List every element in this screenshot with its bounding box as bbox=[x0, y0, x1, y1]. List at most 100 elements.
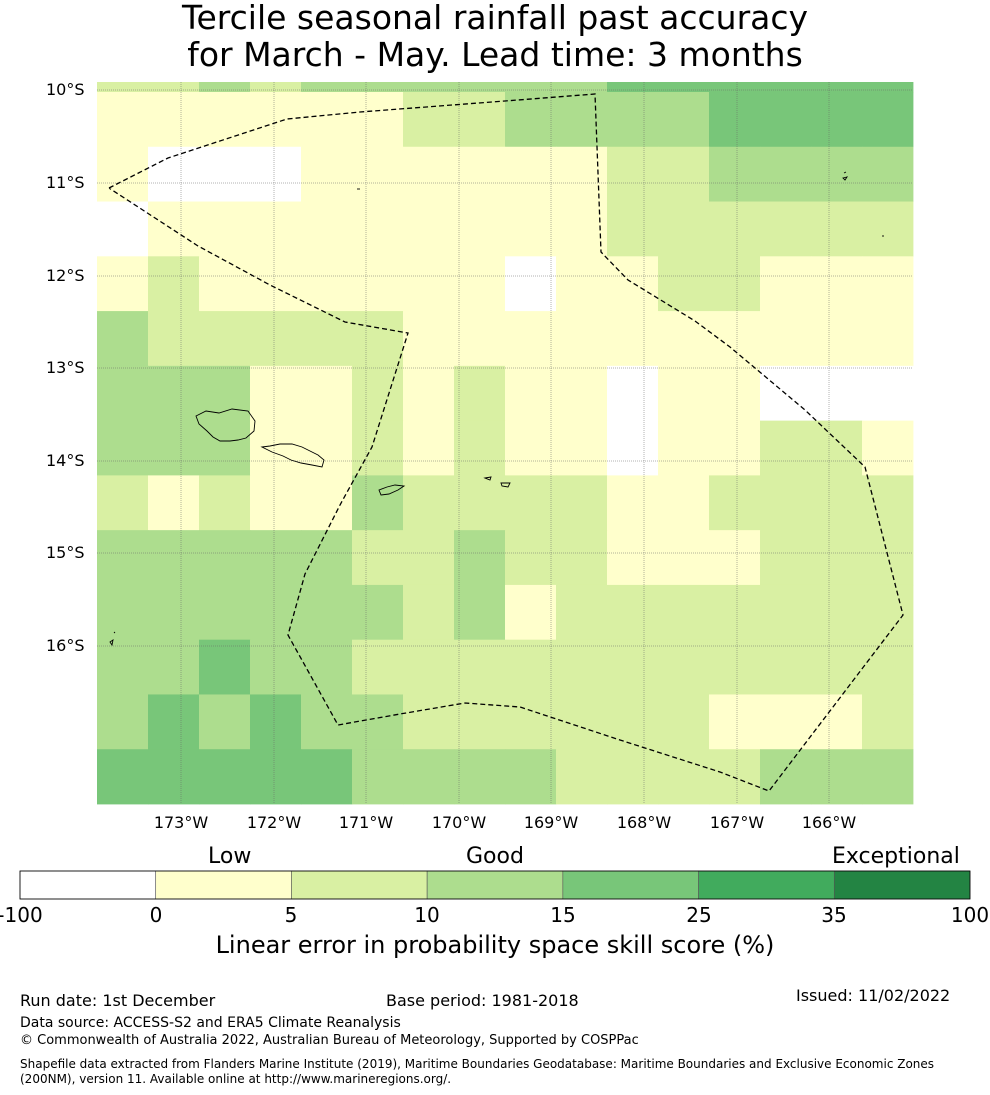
grid-cell bbox=[199, 201, 251, 257]
grid-cell bbox=[250, 639, 302, 695]
grid-cell bbox=[760, 475, 812, 531]
grid-cell bbox=[97, 584, 149, 641]
grid-cell bbox=[97, 530, 149, 586]
grid-cell bbox=[505, 146, 557, 202]
grid-cell bbox=[862, 530, 914, 586]
grid-cell bbox=[607, 256, 659, 312]
grid-cell bbox=[403, 475, 455, 531]
issued-date: Issued: 11/02/2022 bbox=[796, 986, 951, 1005]
grid-cell bbox=[658, 584, 710, 641]
grid-cell bbox=[301, 82, 353, 93]
grid-cell bbox=[352, 256, 404, 312]
grid-cell bbox=[556, 311, 608, 367]
grid-cell bbox=[709, 694, 761, 750]
grid-cell bbox=[658, 420, 710, 476]
grid-cell bbox=[352, 146, 404, 202]
grid-cell bbox=[556, 694, 608, 750]
grid-cell bbox=[454, 146, 506, 202]
lat-label-12s: 12°S bbox=[46, 266, 85, 285]
grid-cell bbox=[97, 475, 149, 531]
colorbar-label: Linear error in probability space skill … bbox=[215, 931, 775, 959]
grid-cell bbox=[352, 201, 404, 257]
lon-label-170w: 170°W bbox=[431, 813, 487, 832]
grid-cell bbox=[148, 146, 200, 202]
grid-cell bbox=[454, 201, 506, 257]
lat-label-13s: 13°S bbox=[46, 358, 85, 377]
grid-cell bbox=[862, 420, 914, 476]
island-ofu bbox=[483, 476, 492, 481]
grid-cell bbox=[760, 201, 812, 257]
lat-label-14s: 14°S bbox=[46, 451, 85, 470]
grid-cell bbox=[709, 475, 761, 531]
grid-cell bbox=[862, 749, 914, 805]
grid-cell bbox=[607, 92, 659, 148]
grid-cell bbox=[505, 92, 557, 148]
grid-cell bbox=[556, 420, 608, 476]
grid-cell bbox=[862, 475, 914, 531]
grid-cell bbox=[148, 420, 200, 476]
grid-cell bbox=[97, 749, 149, 805]
grid-cell bbox=[454, 82, 506, 93]
grid-cell bbox=[403, 201, 455, 257]
grid-cell bbox=[148, 82, 200, 93]
grid-cell bbox=[301, 475, 353, 531]
grid-cell bbox=[454, 584, 506, 641]
grid-cell bbox=[199, 530, 251, 586]
grid-cell bbox=[250, 82, 302, 93]
grid-cell bbox=[250, 420, 302, 476]
grid-cell bbox=[658, 82, 710, 93]
grid-cell bbox=[709, 420, 761, 476]
grid-cell bbox=[199, 146, 251, 202]
grid-cell bbox=[454, 92, 506, 148]
grid-cell bbox=[454, 639, 506, 695]
chart-title-line2: for March - May. Lead time: 3 months bbox=[187, 35, 803, 74]
grid-cell bbox=[862, 256, 914, 312]
grid-cell bbox=[199, 92, 251, 148]
lat-label-10s: 10°S bbox=[46, 80, 85, 99]
island-tutuila bbox=[378, 484, 406, 496]
grid-cell bbox=[301, 530, 353, 586]
grid-cell bbox=[301, 639, 353, 695]
grid-cell bbox=[403, 530, 455, 586]
island-upolu bbox=[260, 443, 325, 468]
island-tau bbox=[500, 482, 511, 488]
grid-cell bbox=[709, 82, 761, 93]
grid-cell bbox=[352, 694, 404, 750]
grid-cell bbox=[556, 146, 608, 202]
grid-cell bbox=[250, 584, 302, 641]
grid-cell bbox=[760, 92, 812, 148]
colorbar-tick: 0 bbox=[149, 903, 163, 927]
island-wallis bbox=[109, 631, 116, 647]
lat-label-16s: 16°S bbox=[46, 636, 85, 655]
lat-label-11s: 11°S bbox=[46, 173, 85, 192]
grid-cell bbox=[97, 311, 149, 367]
colorbar-tick: 5 bbox=[284, 903, 298, 927]
grid-cell bbox=[403, 146, 455, 202]
grid-cell bbox=[352, 749, 404, 805]
grid-cell bbox=[607, 749, 659, 805]
grid-cell bbox=[403, 92, 455, 148]
grid-cell bbox=[505, 749, 557, 805]
grid-cell bbox=[250, 365, 302, 422]
grid-cell bbox=[250, 256, 302, 312]
colorbar-tick: 10 bbox=[414, 903, 440, 927]
grid-cell bbox=[811, 311, 863, 367]
grid-cell bbox=[505, 639, 557, 695]
colorbar-tick: 25 bbox=[686, 903, 712, 927]
grid-cell bbox=[760, 639, 812, 695]
grid-cell bbox=[811, 530, 863, 586]
grid-cell bbox=[97, 694, 149, 750]
grid-cell bbox=[505, 201, 557, 257]
grid-cell bbox=[454, 530, 506, 586]
grid-cell bbox=[505, 584, 557, 641]
grid-cell bbox=[352, 82, 404, 93]
lon-label-168w: 168°W bbox=[616, 813, 672, 832]
grid-cell bbox=[454, 256, 506, 312]
grid-cell bbox=[148, 365, 200, 422]
colorbar-category-exceptional: Exceptional bbox=[832, 844, 960, 869]
grid-cell bbox=[199, 365, 251, 422]
grid-cell bbox=[250, 694, 302, 750]
grid-cell bbox=[607, 530, 659, 586]
grid-cell bbox=[454, 420, 506, 476]
